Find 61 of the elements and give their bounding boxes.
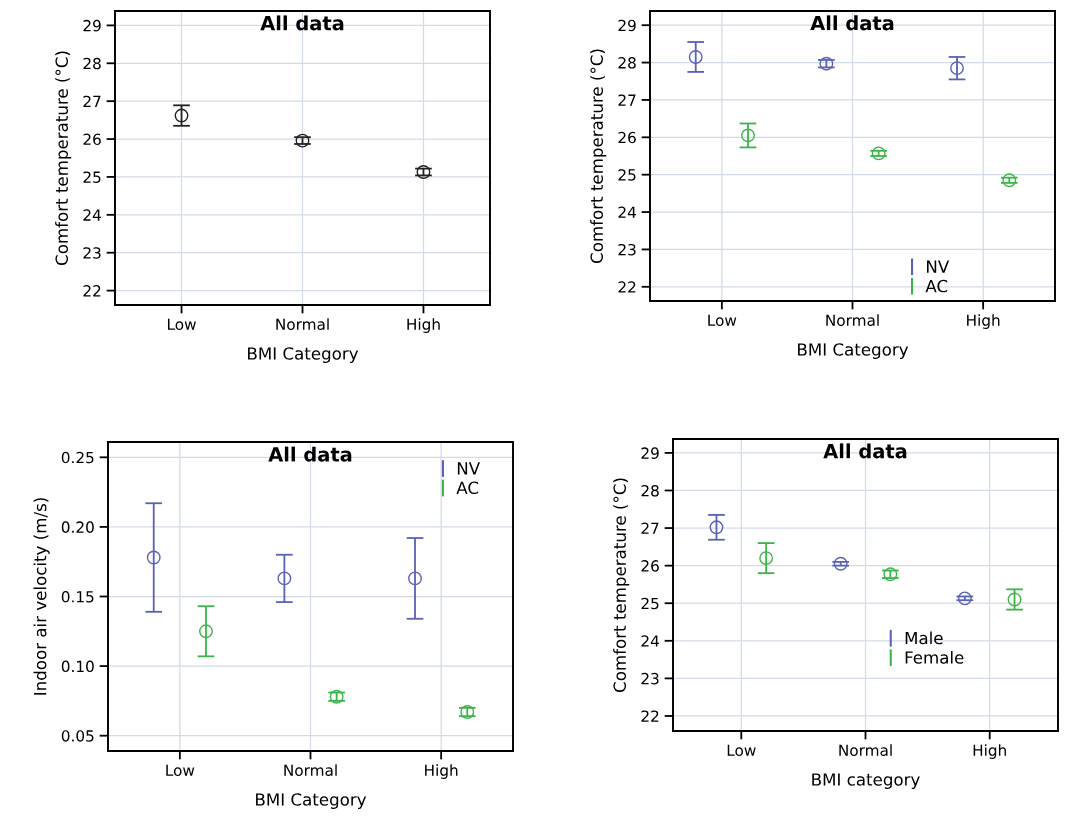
y-tick-label: 0.15	[61, 590, 94, 603]
y-tick-label: 0.25	[61, 451, 94, 464]
y-tick-label: 0.20	[61, 521, 94, 533]
x-tick-label: Low	[166, 764, 195, 777]
y-tick-label: 26	[618, 131, 636, 144]
x-axis-title: BMI Category	[798, 343, 909, 359]
y-tick-label: 22	[83, 285, 101, 297]
x-axis-title: BMI Category	[248, 347, 359, 363]
y-tick-label: 29	[618, 19, 636, 32]
x-tick-label: High	[973, 744, 1006, 759]
chart-title: All data	[810, 15, 894, 31]
y-tick-label: 25	[83, 171, 101, 183]
point	[295, 133, 310, 148]
y-tick-label: 27	[618, 94, 636, 106]
y-tick-label: 23	[618, 243, 636, 256]
x-tick-label: High	[425, 764, 458, 779]
legend-label: Male	[905, 631, 943, 645]
y-tick-label: 27	[641, 522, 659, 534]
legend-label: NV	[927, 260, 950, 273]
y-axis-title: Indoor air velocity (m/s)	[33, 498, 50, 695]
x-tick-label: Normal	[826, 314, 879, 327]
y-axis-title: Comfort temperature (°C)	[55, 51, 72, 265]
x-tick-label: Normal	[839, 744, 892, 757]
y-tick-label: 0.10	[61, 660, 94, 673]
y-tick-label: 23	[83, 247, 101, 259]
y-tick-label: 25	[641, 597, 659, 610]
chart-title: All data	[823, 443, 907, 459]
y-axis-title: Comfort temperature (°C)	[613, 478, 630, 692]
y-tick-label: 28	[641, 484, 659, 497]
legend-label: NV	[457, 462, 480, 475]
y-tick-label: 26	[641, 560, 659, 572]
y-tick-label: 24	[83, 209, 101, 221]
y-tick-label: 24	[618, 206, 636, 218]
y-tick-label: 0.05	[61, 730, 94, 742]
y-tick-label: 29	[83, 19, 101, 32]
legend-label: AC	[456, 481, 479, 495]
x-tick-label: Low	[727, 744, 756, 757]
y-axis-title: Comfort temperature (°C)	[590, 49, 607, 263]
x-tick-label: Low	[167, 318, 196, 331]
chart-title: All data	[260, 15, 344, 31]
legend-label: AC	[925, 279, 948, 293]
y-tick-label: 25	[618, 169, 636, 181]
y-tick-label: 22	[641, 710, 659, 722]
x-tick-label: Low	[708, 314, 737, 327]
x-axis-title: BMI Category	[256, 793, 367, 809]
x-tick-label: High	[407, 318, 440, 333]
point	[174, 108, 189, 123]
y-tick-label: 22	[618, 281, 636, 293]
x-axis-title: BMI category	[812, 773, 920, 789]
x-tick-label: High	[967, 314, 1000, 329]
chart-title: All data	[268, 446, 352, 462]
y-tick-label: 29	[641, 447, 659, 459]
legend-label: Female	[905, 650, 964, 664]
x-tick-label: Normal	[284, 764, 337, 777]
y-tick-label: 24	[641, 635, 659, 647]
y-tick-label: 26	[83, 133, 101, 146]
y-tick-label: 28	[83, 57, 101, 70]
x-tick-label: Normal	[276, 318, 329, 331]
y-tick-label: 23	[641, 672, 659, 685]
y-tick-label: 27	[83, 95, 101, 107]
y-tick-label: 28	[618, 57, 636, 69]
